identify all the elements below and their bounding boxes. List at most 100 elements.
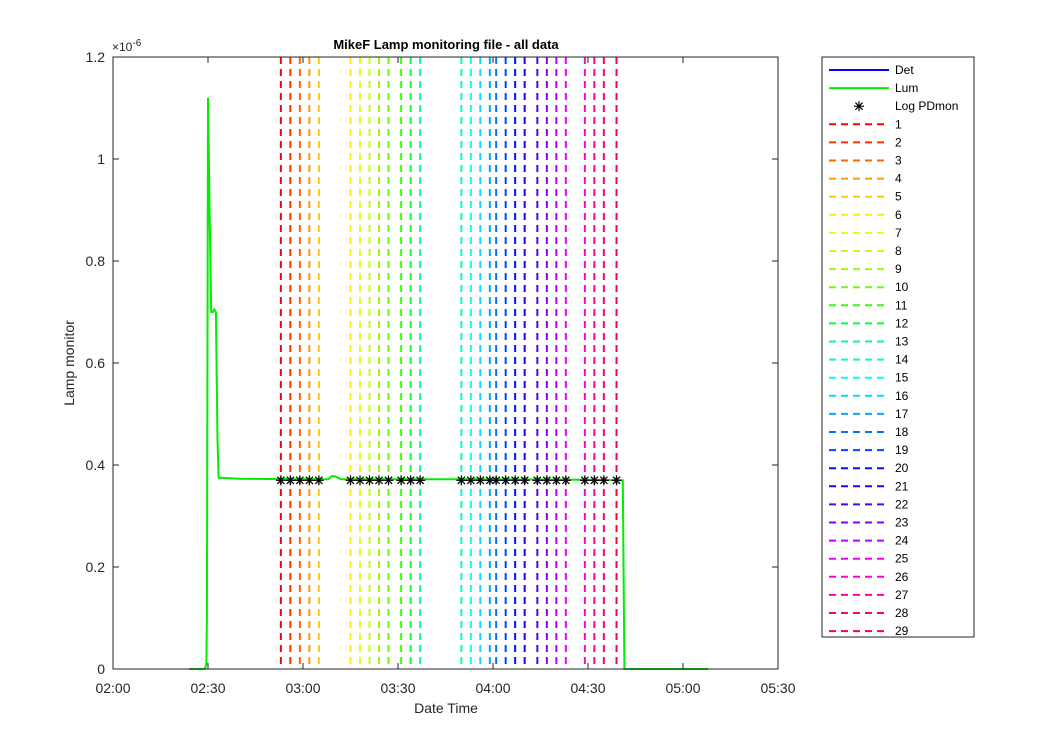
legend-label: 23	[895, 516, 909, 530]
legend-label: 3	[895, 154, 902, 168]
asterisk-stroke	[552, 476, 561, 485]
legend-label: 28	[895, 606, 909, 620]
x-tick-label: 03:00	[285, 680, 320, 696]
asterisk-stroke	[365, 476, 374, 485]
series-points	[275, 475, 622, 486]
legend-item: 8	[829, 244, 902, 258]
data-point-asterisk	[589, 475, 600, 486]
data-point-asterisk	[405, 475, 416, 486]
y-tick-label: 0.6	[86, 355, 106, 371]
legend-label: 6	[895, 208, 902, 222]
data-point-asterisk	[304, 475, 315, 486]
legend-label: 16	[895, 389, 909, 403]
chart-title: MikeF Lamp monitoring file - all data	[333, 37, 559, 52]
data-point-asterisk	[475, 475, 486, 486]
asterisk-stroke	[511, 476, 520, 485]
x-axis-label: Date Time	[414, 700, 478, 716]
asterisk-stroke	[492, 476, 501, 485]
legend-label: 26	[895, 570, 909, 584]
legend-item: 17	[829, 407, 909, 421]
legend-item: Det	[829, 63, 914, 77]
data-point-asterisk	[345, 475, 356, 486]
legend-item: 14	[829, 353, 909, 367]
data-point-asterisk	[541, 475, 552, 486]
data-point-asterisk	[491, 475, 502, 486]
asterisk-stroke	[355, 476, 365, 485]
data-point-asterisk	[456, 475, 467, 486]
asterisk-stroke	[612, 476, 621, 485]
x-tick-label: 02:00	[95, 680, 130, 696]
data-point-asterisk	[355, 475, 365, 486]
legend-item: 13	[829, 335, 909, 349]
y-tick-label: 1.2	[86, 49, 106, 65]
data-point-asterisk	[532, 475, 543, 486]
asterisk-stroke	[466, 476, 475, 485]
legend-label: 5	[895, 190, 902, 204]
legend-label: 20	[895, 461, 909, 475]
legend-label: 24	[895, 534, 909, 548]
asterisk-stroke	[485, 476, 494, 485]
data-point-asterisk	[285, 475, 296, 486]
asterisk-stroke	[476, 476, 485, 485]
legend-item: 3	[829, 154, 902, 168]
x-tick-label: 02:30	[190, 680, 225, 696]
data-point-asterisk	[500, 475, 511, 486]
legend-item: 21	[829, 479, 909, 493]
y-axis-exponent: ×10-6	[112, 38, 142, 54]
legend-label: 15	[895, 371, 909, 385]
legend-item: 18	[829, 425, 909, 439]
legend-label: 13	[895, 335, 909, 349]
asterisk-stroke	[561, 476, 570, 485]
asterisk-stroke	[599, 476, 608, 485]
legend-item: 22	[829, 497, 909, 511]
y-axis-exponent-power: -6	[132, 38, 141, 49]
data-point-asterisk	[551, 475, 562, 486]
x-tick-label: 05:00	[665, 680, 700, 696]
data-point-asterisk	[313, 475, 324, 486]
legend-item: 26	[829, 570, 909, 584]
y-tick-label: 0.4	[86, 457, 106, 473]
asterisk-stroke	[276, 476, 285, 485]
legend-item: 24	[829, 534, 909, 548]
x-tick-label: 04:30	[570, 680, 605, 696]
data-point-asterisk	[294, 475, 305, 486]
legend-label: 18	[895, 425, 909, 439]
legend-label: 4	[895, 172, 902, 186]
legend-item: Lum	[829, 81, 918, 95]
asterisk-stroke	[295, 476, 304, 485]
legend-label: 19	[895, 443, 909, 457]
legend-swatch-asterisk	[854, 101, 864, 112]
asterisk-stroke	[384, 476, 393, 485]
legend-item: 7	[829, 226, 902, 240]
legend-item: 28	[829, 606, 909, 620]
y-axis-ticks: 0 0.2 0.4 0.6 0.8 1 1.2	[86, 49, 778, 677]
plot-area	[113, 57, 778, 669]
legend-label: 2	[895, 135, 902, 149]
data-point-asterisk	[396, 475, 407, 486]
legend-label: Det	[895, 63, 914, 77]
asterisk-stroke	[457, 476, 466, 485]
legend-label: 14	[895, 353, 909, 367]
asterisk-stroke	[542, 476, 551, 485]
legend-item: 16	[829, 389, 909, 403]
y-tick-label: 0.8	[86, 253, 106, 269]
asterisk-stroke	[286, 476, 295, 485]
x-tick-label: 04:00	[475, 680, 510, 696]
legend-label: 11	[895, 298, 908, 312]
legend-item: 10	[829, 280, 909, 294]
legend-item: 12	[829, 316, 909, 330]
asterisk-stroke	[533, 476, 542, 485]
legend-label: 10	[895, 280, 909, 294]
y-axis-exponent-base: ×10	[112, 40, 133, 54]
legend-item: 23	[829, 516, 909, 530]
legend-label: 12	[895, 316, 909, 330]
data-point-asterisk	[415, 475, 426, 486]
legend-item: 2	[829, 135, 902, 149]
legend-item: 1	[829, 117, 902, 131]
asterisk-stroke	[854, 102, 864, 111]
data-point-asterisk	[598, 475, 609, 486]
legend-label: Lum	[895, 81, 918, 95]
legend-label: Log PDmon	[895, 99, 958, 113]
data-point-asterisk	[383, 475, 394, 486]
